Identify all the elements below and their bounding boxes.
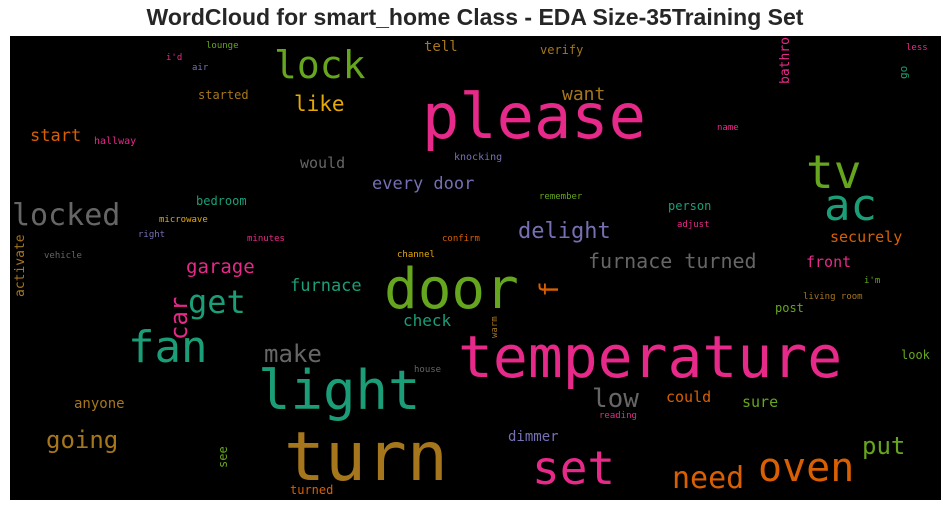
word-garage: garage [186,256,255,278]
word-less: less [906,43,928,53]
word-dimmer: dimmer [508,429,559,445]
word-make: make [264,340,322,368]
word-check: check [403,311,452,330]
word-tell: tell [424,39,458,55]
word-lounge: lounge [206,41,239,51]
word-minutes: minutes [247,234,285,244]
word-furnace: furnace [290,276,362,296]
word-furnace-turned: furnace turned [588,249,757,273]
word-please: please [422,80,646,153]
word-like: like [294,92,345,116]
word-front: front [806,253,852,271]
word-right: right [138,230,166,240]
word-see: see [216,446,230,468]
word-activate: activate [13,234,28,297]
word-low: low [592,384,639,414]
word-air: air [192,63,209,73]
word-confirm: confirm [442,234,480,244]
word-verify: verify [540,43,584,57]
word-warm: warm [490,316,500,338]
chart-title: WordCloud for smart_home Class - EDA Siz… [146,4,804,30]
word-look: look [901,348,930,362]
word-want: want [562,84,606,105]
word-name: name [717,123,739,133]
word-anyone: anyone [74,396,125,412]
word-light: light [258,359,421,422]
word-remember: remember [539,192,583,202]
word-securely: securely [830,228,903,246]
word-start: start [30,126,82,146]
wordcloud-canvas: please turn temperature door light tv set ac fan… [10,36,941,500]
word-tv: tv [806,145,862,199]
word-lock: lock [274,43,366,87]
word-sure: sure [742,393,779,411]
word-would: would [300,154,346,172]
word-locked: locked [12,198,121,233]
word-delight: delight [518,219,611,244]
word-channel: channel [397,250,435,260]
word-ac: ac [824,180,877,231]
word-door: door [384,257,519,322]
word-i-d: i'd [166,53,183,63]
word-go: go [897,65,910,79]
word-fan: fan [128,322,208,373]
word-turned: turned [290,483,334,497]
word-adjust: adjust [677,220,710,230]
word-vehicle: vehicle [44,251,82,261]
word-reading: reading [599,411,637,421]
word-car: car [165,296,193,340]
word-need: need [672,461,745,496]
word-person: person [668,199,712,213]
word-knocking: knocking [454,152,503,163]
word-oven: oven [758,445,855,491]
word-i-m: i'm [864,276,881,286]
word-hallway: hallway [94,136,137,147]
word-house: house [414,365,442,375]
word-set: set [532,441,616,495]
word-bedroom: bedroom [196,194,247,208]
word-bathroom: bathroom [778,36,793,84]
word-f: f [535,281,565,297]
word-every-door: every door [372,174,475,194]
word-started: started [198,88,249,102]
word-could: could [666,388,712,406]
word-turn: turn [284,418,448,497]
word-microwave: microwave [159,215,208,225]
word-going: going [46,426,119,454]
word-post: post [775,301,804,315]
word-living-room: living room [803,292,863,302]
word-get: get [188,283,246,321]
word-temperature: temperature [458,323,843,391]
word-put: put [862,432,906,460]
